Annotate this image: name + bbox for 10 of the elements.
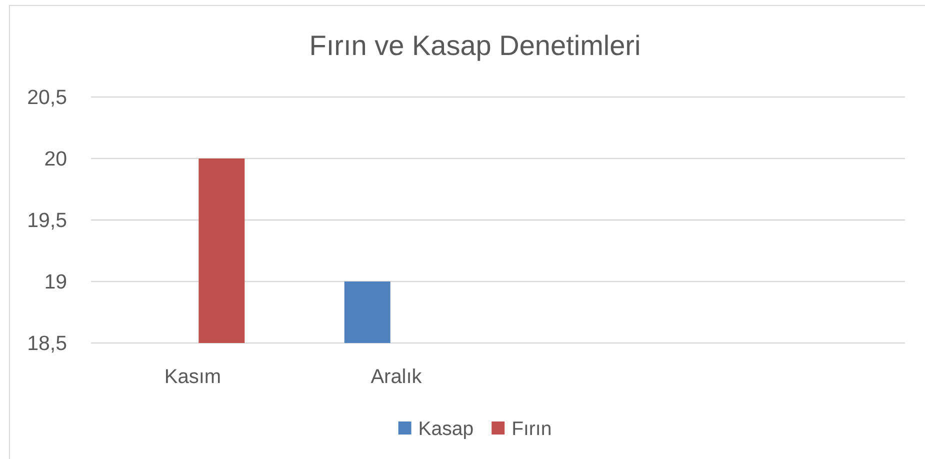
legend-label: Kasap — [418, 418, 474, 440]
x-tick-label: Aralık — [370, 366, 423, 388]
legend-label: Fırın — [512, 418, 552, 440]
x-tick-label: Kasım — [164, 366, 222, 388]
y-tick-label: 18,5 — [27, 332, 67, 356]
y-tick-label: 20 — [44, 148, 67, 171]
chart-title: Fırın ve Kasap Denetimleri — [309, 30, 641, 61]
y-tick-label: 19 — [44, 270, 67, 294]
y-tick-label: 20,5 — [27, 86, 67, 110]
y-tick-label: 19,5 — [27, 209, 67, 232]
